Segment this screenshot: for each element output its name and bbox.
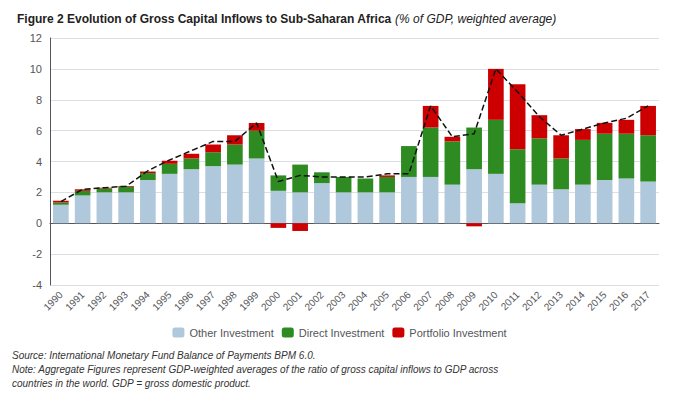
svg-text:2006: 2006	[389, 289, 413, 313]
svg-text:2011: 2011	[499, 289, 522, 312]
svg-text:1994: 1994	[128, 289, 152, 313]
svg-text:(% of GDP, weighted average): (% of GDP, weighted average)	[395, 12, 556, 26]
svg-text:2009: 2009	[455, 289, 479, 313]
svg-text:1993: 1993	[107, 289, 131, 313]
svg-text:-4: -4	[32, 279, 42, 291]
svg-text:2: 2	[36, 186, 42, 198]
svg-text:2001: 2001	[281, 289, 305, 313]
svg-text:1997: 1997	[194, 289, 218, 313]
svg-text:2015: 2015	[585, 289, 609, 313]
svg-text:-2: -2	[32, 248, 42, 260]
svg-text:1990: 1990	[41, 289, 65, 313]
svg-text:2013: 2013	[542, 289, 566, 313]
svg-text:8: 8	[36, 94, 42, 106]
svg-text:2017: 2017	[629, 289, 653, 313]
svg-text:4: 4	[36, 156, 42, 168]
svg-text:1996: 1996	[172, 289, 196, 313]
svg-text:1998: 1998	[215, 289, 239, 313]
svg-text:2016: 2016	[607, 289, 631, 313]
svg-text:Portfolio Investment: Portfolio Investment	[409, 327, 506, 339]
svg-text:2010: 2010	[476, 289, 500, 313]
svg-text:1995: 1995	[150, 289, 174, 313]
svg-text:Note: Aggregate Figures repres: Note: Aggregate Figures represent GDP-we…	[12, 364, 498, 375]
svg-text:Figure 2 Evolution of Gross Ca: Figure 2 Evolution of Gross Capital Infl…	[17, 12, 395, 26]
svg-text:2012: 2012	[520, 289, 544, 313]
svg-text:Source: International Monetary: Source: International Monetary Fund Bala…	[12, 350, 316, 361]
svg-text:1991: 1991	[63, 289, 87, 313]
svg-text:2002: 2002	[302, 289, 326, 313]
svg-text:1999: 1999	[237, 289, 261, 313]
svg-text:2008: 2008	[433, 289, 457, 313]
svg-text:1992: 1992	[85, 289, 109, 313]
svg-text:Other Investment: Other Investment	[189, 327, 273, 339]
svg-text:2014: 2014	[563, 289, 587, 313]
svg-text:countries in the world. GDP =: countries in the world. GDP = gross dome…	[12, 378, 251, 389]
svg-text:12: 12	[30, 32, 42, 44]
svg-text:6: 6	[36, 125, 42, 137]
svg-text:2005: 2005	[368, 289, 392, 313]
svg-text:10: 10	[30, 63, 42, 75]
svg-text:2004: 2004	[346, 289, 370, 313]
svg-text:2000: 2000	[259, 289, 283, 313]
svg-text:2003: 2003	[324, 289, 348, 313]
svg-text:Direct Investment: Direct Investment	[299, 327, 385, 339]
svg-text:2007: 2007	[411, 289, 435, 313]
svg-text:0: 0	[36, 217, 42, 229]
